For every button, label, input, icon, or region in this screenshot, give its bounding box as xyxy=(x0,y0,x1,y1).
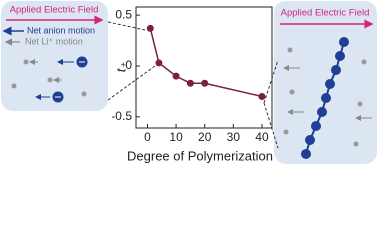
x-tick-label: 10 xyxy=(169,130,183,144)
left-panel xyxy=(1,1,108,111)
data-point xyxy=(186,79,194,87)
data-point xyxy=(146,24,154,32)
ions xyxy=(11,56,88,103)
plot-frame xyxy=(135,6,273,129)
panel-title: Applied Electric Field xyxy=(10,5,99,16)
y-tick-label: -0.5 xyxy=(111,109,132,123)
panel-title: Applied Electric Field xyxy=(281,8,370,19)
x-tick-label: 0 xyxy=(144,130,151,144)
y-tick-label: 0.5 xyxy=(115,7,132,21)
legend-label: Net anion motion xyxy=(27,25,95,35)
y-axis-label: t₊ xyxy=(113,62,128,73)
data-line xyxy=(149,28,263,98)
data-point xyxy=(201,79,209,87)
x-tick-label: 40 xyxy=(255,130,269,144)
polymer xyxy=(283,37,372,159)
data-point xyxy=(172,72,180,80)
data-point xyxy=(155,59,163,67)
connector xyxy=(263,59,279,104)
figure: Applied Electric Field Net anion motion … xyxy=(1,1,377,164)
connector xyxy=(263,102,279,149)
x-tick-label: 30 xyxy=(227,130,241,144)
data-point xyxy=(258,92,266,100)
legend-label: Net Li⁺ motion xyxy=(25,36,83,46)
x-axis-label: Degree of Polymerization xyxy=(127,148,273,163)
x-tick-label: 20 xyxy=(198,130,212,144)
y-tick-label: 0 xyxy=(125,58,132,72)
connector xyxy=(107,21,146,31)
